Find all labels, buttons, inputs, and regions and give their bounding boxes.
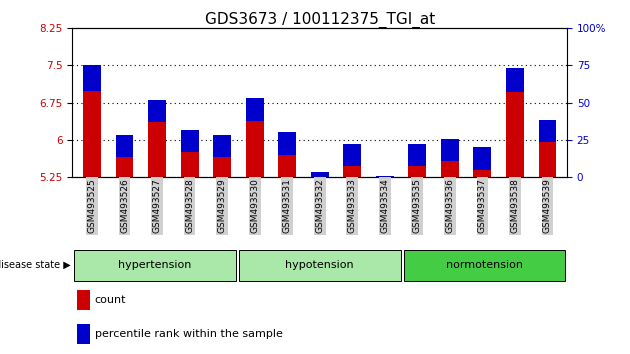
Bar [77,324,89,344]
Bar [181,130,198,177]
Bar [181,130,198,152]
Bar [213,135,231,177]
Bar [441,139,459,161]
Bar [343,144,361,166]
Text: GSM493534: GSM493534 [381,178,389,233]
Text: hypertension: hypertension [118,260,192,270]
Text: GSM493538: GSM493538 [510,178,520,233]
Bar [539,120,556,142]
Text: GSM493532: GSM493532 [315,178,324,233]
FancyBboxPatch shape [239,250,401,281]
Text: GSM493533: GSM493533 [348,178,357,233]
Bar [213,135,231,157]
Bar [246,98,263,177]
Bar [83,65,101,91]
Bar [474,147,491,177]
Bar [278,132,296,155]
Title: GDS3673 / 100112375_TGI_at: GDS3673 / 100112375_TGI_at [205,12,435,28]
FancyBboxPatch shape [74,250,236,281]
Bar [408,144,427,166]
Bar [278,132,296,177]
Text: GSM493525: GSM493525 [88,178,96,233]
Bar [115,135,134,157]
Bar [539,120,556,177]
Bar [115,135,134,177]
Text: GSM493537: GSM493537 [478,178,487,233]
Text: disease state ▶: disease state ▶ [0,260,71,270]
Bar [506,68,524,92]
Text: GSM493528: GSM493528 [185,178,194,233]
Bar [246,98,263,121]
Bar [83,65,101,177]
Bar [343,144,361,177]
Bar [441,139,459,177]
Bar [148,100,166,177]
Text: GSM493526: GSM493526 [120,178,129,233]
Text: count: count [94,295,126,305]
Text: GSM493527: GSM493527 [152,178,161,233]
Bar [376,176,394,198]
Bar [376,176,394,177]
Bar [408,144,427,177]
Bar [506,68,524,177]
Text: GSM493539: GSM493539 [543,178,552,233]
Bar [311,172,329,177]
Text: GSM493530: GSM493530 [250,178,259,233]
Text: normotension: normotension [446,260,523,270]
Bar [148,100,166,122]
Text: GSM493536: GSM493536 [445,178,454,233]
Text: hypotension: hypotension [285,260,354,270]
FancyBboxPatch shape [404,250,565,281]
Text: GSM493535: GSM493535 [413,178,422,233]
Bar [311,172,329,194]
Text: GSM493531: GSM493531 [283,178,292,233]
Bar [474,147,491,170]
Bar [77,290,89,310]
Text: percentile rank within the sample: percentile rank within the sample [94,329,283,339]
Text: GSM493529: GSM493529 [217,178,227,233]
